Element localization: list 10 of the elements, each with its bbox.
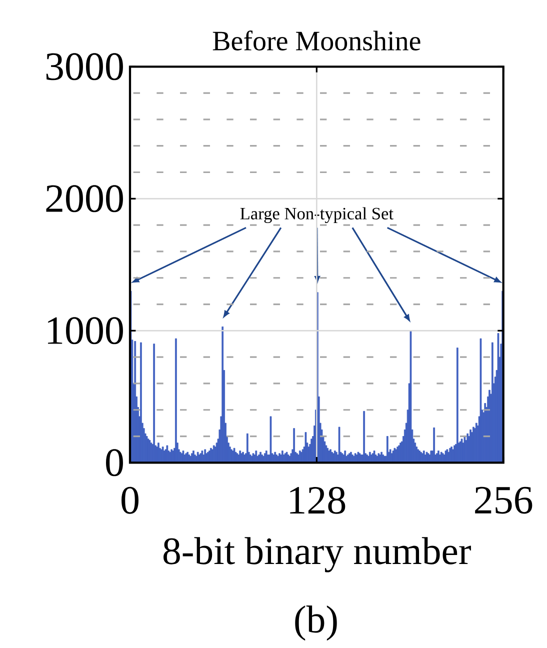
chart-title: Before Moonshine [213, 30, 420, 50]
y-tick-label: 2000 [46, 185, 124, 212]
y-tick-label: 3000 [46, 53, 124, 80]
x-axis-title: 8-bit binary number [164, 537, 472, 572]
text: (b) [295, 606, 337, 641]
x-tick-label: 256 [475, 486, 532, 514]
y-tick-label: 0 [106, 449, 124, 476]
y-tick-label: 1000 [48, 317, 124, 344]
annotation: Large Non-typical Set [240, 207, 394, 224]
x-tick-label: 128 [290, 486, 346, 514]
